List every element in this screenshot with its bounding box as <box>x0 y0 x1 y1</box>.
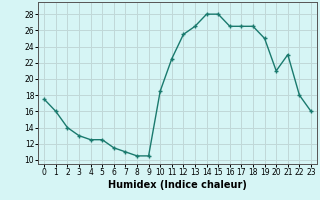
X-axis label: Humidex (Indice chaleur): Humidex (Indice chaleur) <box>108 180 247 190</box>
